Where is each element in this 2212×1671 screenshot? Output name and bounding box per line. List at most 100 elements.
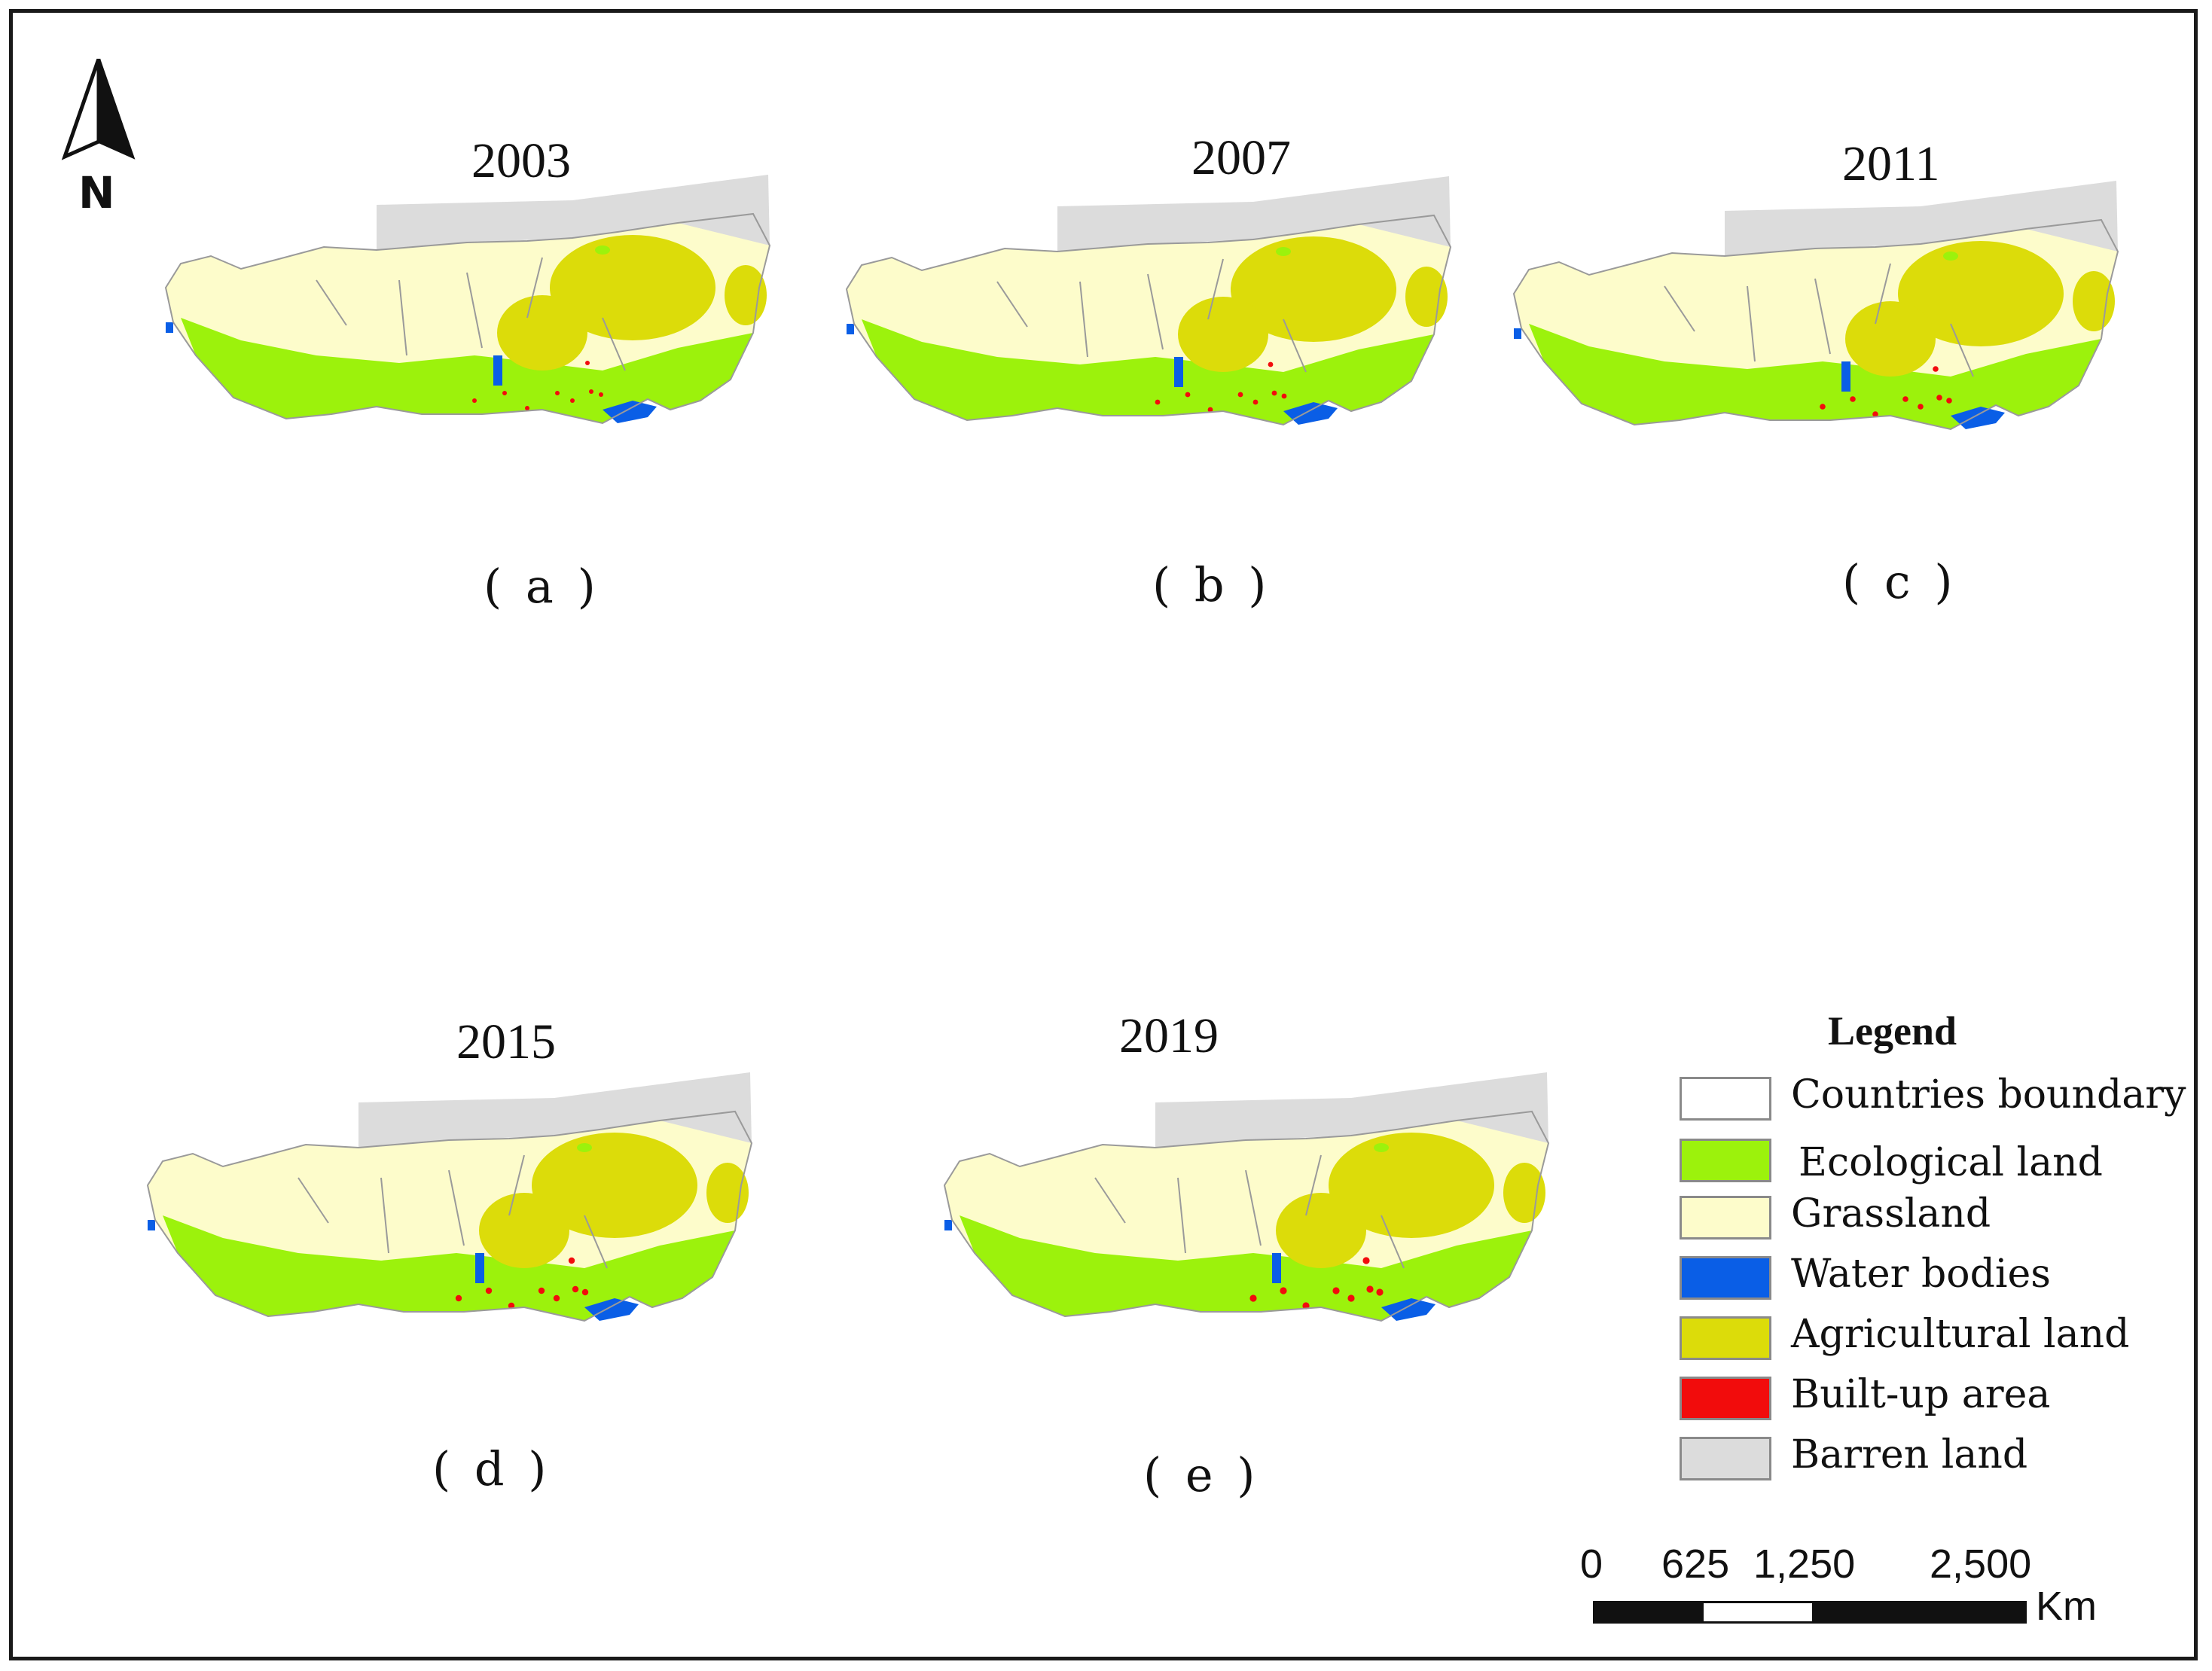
- map-water-body: [1272, 1253, 1281, 1283]
- map-water-body: [1951, 407, 2005, 429]
- legend-title: Legend: [1828, 1008, 1957, 1054]
- map-barren-area: [377, 175, 770, 250]
- map-region-outline: [146, 1110, 753, 1322]
- map-built-up-patch: [1946, 398, 1952, 404]
- map-agricultural-area: [706, 1163, 749, 1223]
- map-ecological-area: [1529, 324, 2101, 429]
- panel-c-label: ( c ): [1842, 554, 1957, 609]
- scale-bar-segment-3: [1812, 1603, 2024, 1621]
- map-water-body: [1381, 1298, 1436, 1321]
- panel-c-year: 2011: [1842, 136, 1940, 191]
- map-water-body: [166, 322, 173, 333]
- map-agricultural-area: [497, 295, 587, 370]
- map-built-up-patch: [508, 1302, 515, 1310]
- map-ecological-area: [181, 318, 753, 423]
- map-built-up-patch: [455, 1294, 462, 1302]
- map-built-up-patch: [1302, 1302, 1310, 1310]
- map-built-up-patch: [572, 1285, 579, 1293]
- legend-label-barren-land: Barren land: [1791, 1432, 2028, 1477]
- map-water-body: [1514, 328, 1521, 339]
- map-panel-e: [943, 1072, 1550, 1322]
- map-built-up-patch: [1918, 404, 1924, 410]
- map-agricultural-area: [1898, 241, 2064, 346]
- scale-tick-2500: 2,500: [1930, 1541, 2032, 1587]
- map-built-up-patch: [485, 1287, 493, 1294]
- map-built-up-patch: [472, 398, 477, 403]
- legend-swatch-water-bodies: [1680, 1256, 1771, 1300]
- map-barren-area: [1725, 181, 2118, 256]
- map-built-up-patch: [1280, 1287, 1287, 1294]
- map-water-body: [1283, 402, 1338, 425]
- map-barren-area: [358, 1072, 752, 1148]
- map-region-outline: [164, 212, 771, 425]
- map-built-up-patch: [599, 392, 603, 397]
- map-built-up-patch: [1362, 1257, 1370, 1264]
- scale-bar-segment-1: [1595, 1603, 1704, 1621]
- map-region-outline: [845, 214, 1452, 426]
- panel-d-year: 2015: [456, 1014, 556, 1069]
- legend-label-ecological-land: Ecological land: [1799, 1140, 2103, 1185]
- map-country-boundaries: [996, 258, 1307, 373]
- map-panel-b: [845, 176, 1452, 426]
- map-agricultural-area: [1329, 1133, 1494, 1238]
- scale-unit: Km: [2036, 1584, 2097, 1629]
- map-built-up-patch: [538, 1287, 545, 1294]
- map-built-up-patch: [525, 406, 529, 410]
- map-barren-area: [1057, 176, 1451, 252]
- map-built-up-patch: [1820, 404, 1826, 410]
- panel-e-year: 2019: [1119, 1008, 1219, 1063]
- map-country-boundaries: [1664, 263, 1974, 377]
- map-built-up-patch: [1268, 361, 1274, 367]
- map-water-body: [1174, 357, 1183, 387]
- map-ecological-patch: [1276, 247, 1291, 256]
- map-agricultural-area: [2073, 271, 2115, 331]
- panel-b-year: 2007: [1191, 130, 1291, 185]
- map-agricultural-area: [725, 265, 767, 325]
- map-built-up-patch: [581, 1288, 589, 1296]
- north-arrow-label: N: [78, 167, 115, 218]
- map-ecological-patch: [577, 1143, 592, 1152]
- map-built-up-patch: [568, 1257, 575, 1264]
- legend-swatch-grassland: [1680, 1196, 1771, 1240]
- legend-swatch-agricultural-land: [1680, 1316, 1771, 1360]
- map-built-up-patch: [1155, 399, 1161, 405]
- map-built-up-patch: [1237, 392, 1243, 398]
- map-built-up-patch: [1366, 1285, 1374, 1293]
- map-built-up-patch: [1933, 366, 1939, 372]
- scale-bar: [1593, 1601, 2027, 1624]
- map-built-up-patch: [1281, 393, 1287, 399]
- map-water-body: [148, 1220, 155, 1230]
- map-agricultural-area: [1276, 1193, 1366, 1268]
- map-ecological-area: [960, 1215, 1532, 1321]
- map-built-up-patch: [570, 398, 575, 403]
- panel-e-label: ( e ): [1143, 1447, 1260, 1502]
- map-agricultural-area: [1503, 1163, 1545, 1223]
- map-country-boundaries: [1094, 1154, 1405, 1269]
- map-built-up-patch: [1252, 399, 1259, 405]
- map-built-up-patch: [1207, 407, 1213, 413]
- map-country-boundaries: [297, 1154, 608, 1269]
- legend-swatch-countries-boundary: [1680, 1077, 1771, 1121]
- map-built-up-patch: [555, 391, 560, 395]
- map-ecological-area: [862, 319, 1434, 425]
- panel-a-year: 2003: [471, 133, 571, 188]
- map-built-up-patch: [1185, 392, 1191, 398]
- map-water-body: [944, 1220, 952, 1230]
- map-barren-area: [1155, 1072, 1548, 1148]
- map-agricultural-area: [1405, 267, 1448, 327]
- map-built-up-patch: [1332, 1287, 1340, 1294]
- panel-a-label: ( a ): [484, 559, 600, 614]
- north-arrow-icon: [61, 59, 136, 160]
- map-agricultural-area: [1178, 297, 1268, 372]
- map-built-up-patch: [1271, 390, 1277, 396]
- panel-b-label: ( b ): [1152, 557, 1271, 612]
- legend-swatch-barren-land: [1680, 1437, 1771, 1480]
- legend-label-water-bodies: Water bodies: [1791, 1252, 2051, 1297]
- map-ecological-patch: [1374, 1143, 1389, 1152]
- map-water-body: [847, 324, 854, 334]
- map-panel-c: [1512, 181, 2119, 431]
- map-country-boundaries: [316, 257, 626, 371]
- map-water-body: [603, 401, 657, 423]
- map-agricultural-area: [1231, 236, 1396, 342]
- map-agricultural-area: [550, 235, 715, 340]
